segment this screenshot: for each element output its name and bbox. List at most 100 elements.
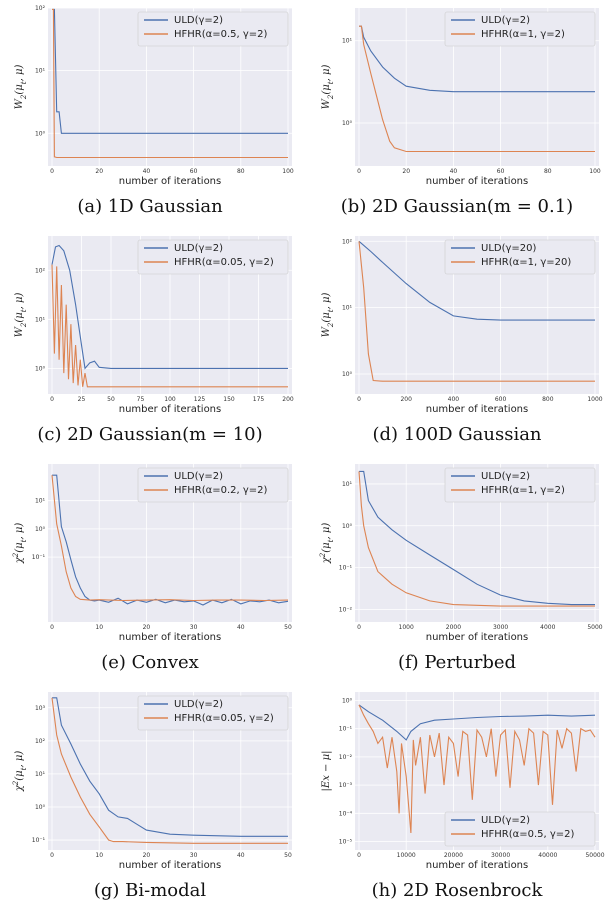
legend-label-2: HFHR(α=1, γ=20) <box>481 257 571 268</box>
y-tick-label: 10⁻² <box>339 754 353 761</box>
x-tick-label: 30000 <box>491 852 510 859</box>
y-tick-label: 10⁰ <box>342 371 353 378</box>
legend-label-1: ULD(γ=2) <box>174 471 223 482</box>
legend: ULD(γ=2) HFHR(α=0.05, γ=2) <box>137 239 289 275</box>
x-tick-label: 50000 <box>585 852 604 859</box>
legend-label-1: ULD(γ=2) <box>174 15 223 26</box>
series-line-2 <box>358 241 595 382</box>
series-line-1 <box>52 474 289 606</box>
y-tick-label: 10⁻³ <box>339 782 353 789</box>
panel-caption: (g) Bi-modal <box>93 880 207 901</box>
series-line-2 <box>359 25 595 153</box>
panel-caption: (c) 2D Gaussian(m = 10) <box>37 424 263 445</box>
chart-svg: 0 200 400 600 800 1000 10² 10¹ 10⁰ number of iter… <box>321 236 603 415</box>
y-tick-label: 10⁻² <box>339 606 353 613</box>
chart-panel-7: 0 10 20 30 40 50 10³ 10² 10¹ 10⁰ 10⁻¹ number of ite… <box>0 684 300 909</box>
x-tick-label: 4000 <box>540 624 555 631</box>
y-axis-label: W2(μt, μ) <box>14 65 28 110</box>
y-tick-label: 10⁰ <box>35 804 46 811</box>
series-line-1 <box>359 25 595 93</box>
x-tick-label: 175 <box>253 396 265 403</box>
legend-label-2: HFHR(α=0.5, γ=2) <box>481 829 575 840</box>
x-tick-label: 20 <box>143 624 151 631</box>
x-tick-label: 0 <box>357 396 361 403</box>
chart-svg: 0 20 40 60 80 100 10² 10¹ 10⁰ number of iteration… <box>14 5 294 187</box>
x-tick-label: 600 <box>495 396 507 403</box>
chart-panel-3: 0 25 50 75 100 125 150 175 200 10² 10¹ 10⁰ number of… <box>0 228 300 453</box>
x-tick-label: 40 <box>237 852 245 859</box>
legend-label-1: ULD(γ=2) <box>481 815 530 826</box>
panel-caption: (d) 100D Gaussian <box>372 424 542 445</box>
y-tick-label: 10¹ <box>35 771 46 778</box>
x-tick-label: 10 <box>95 852 103 859</box>
legend-label-2: HFHR(α=0.05, γ=2) <box>174 257 274 268</box>
x-tick-label: 80 <box>544 168 552 175</box>
x-tick-label: 1000 <box>587 396 602 403</box>
chart-svg: 0 10000 20000 30000 40000 50000 10⁰ 10⁻¹ 10⁻² 10⁻… <box>321 692 605 871</box>
legend-box <box>444 239 596 275</box>
legend: ULD(γ=20) HFHR(α=1, γ=20) <box>444 239 596 275</box>
x-tick-label: 0 <box>50 168 54 175</box>
x-axis-label: number of iterations <box>426 404 528 415</box>
y-tick-label: 10⁻¹ <box>32 837 46 844</box>
chart-svg: 0 25 50 75 100 125 150 175 200 10² 10¹ 10⁰ number of… <box>14 236 294 415</box>
series-line-1 <box>52 8 288 134</box>
chart-svg: 0 10 20 30 40 50 10¹ 10⁰ 10⁻¹ number of iteration… <box>12 464 292 643</box>
y-tick-label: 10¹ <box>35 316 46 323</box>
y-tick-label: 10⁻¹ <box>32 554 46 561</box>
legend-label-1: ULD(γ=2) <box>174 243 223 254</box>
x-tick-label: 25 <box>78 396 86 403</box>
x-tick-label: 0 <box>50 396 54 403</box>
x-tick-label: 40 <box>143 168 151 175</box>
legend-label-2: HFHR(α=0.5, γ=2) <box>174 29 268 40</box>
y-tick-label: 10¹ <box>342 38 353 45</box>
x-axis-label: number of iterations <box>119 404 221 415</box>
y-tick-label: 10² <box>35 5 46 12</box>
y-tick-label: 10⁻¹ <box>339 565 353 572</box>
y-axis-label: χ2(μt, μ) <box>12 751 28 793</box>
x-tick-label: 20 <box>402 168 410 175</box>
panel-caption: (b) 2D Gaussian(m = 0.1) <box>340 196 574 217</box>
x-tick-label: 80 <box>237 168 245 175</box>
x-axis-label: number of iterations <box>119 632 221 643</box>
x-axis-label: number of iterations <box>119 176 221 187</box>
y-tick-label: 10² <box>35 267 46 274</box>
chart-svg: 0 10 20 30 40 50 10³ 10² 10¹ 10⁰ 10⁻¹ number of ite… <box>12 692 292 871</box>
panel-caption: (h) 2D Rosenbrock <box>371 880 543 901</box>
y-tick-label: 10¹ <box>342 305 353 312</box>
legend: ULD(γ=2) HFHR(α=0.5, γ=2) <box>444 811 596 847</box>
x-axis-label: number of iterations <box>426 176 528 187</box>
series-line-1 <box>52 697 288 837</box>
x-axis-label: number of iterations <box>426 860 528 871</box>
x-tick-label: 100 <box>589 168 601 175</box>
x-tick-label: 5000 <box>587 624 602 631</box>
series-line-2 <box>51 697 288 844</box>
legend: ULD(γ=2) HFHR(α=1, γ=2) <box>444 11 596 47</box>
y-tick-label: 10⁻¹ <box>339 726 353 733</box>
y-axis-label: χ2(μt, μ) <box>319 523 335 565</box>
y-tick-label: 10⁰ <box>35 130 46 137</box>
x-tick-label: 40 <box>450 168 458 175</box>
x-tick-label: 20 <box>143 852 151 859</box>
x-tick-label: 150 <box>223 396 235 403</box>
series-line-2 <box>51 475 289 602</box>
legend-label-2: HFHR(α=0.2, γ=2) <box>174 485 268 496</box>
x-tick-label: 200 <box>400 396 412 403</box>
series-line-2 <box>358 704 596 834</box>
y-tick-label: 10⁰ <box>342 697 353 704</box>
chart-panel-1: 0 20 40 60 80 100 10² 10¹ 10⁰ number of iteration… <box>0 0 300 225</box>
chart-panel-4: 0 200 400 600 800 1000 10² 10¹ 10⁰ number of iter… <box>307 228 607 453</box>
x-tick-label: 60 <box>190 168 198 175</box>
y-axis-label: W2(μt, μ) <box>14 293 28 338</box>
y-tick-label: 10⁰ <box>342 120 353 127</box>
x-tick-label: 40000 <box>538 852 557 859</box>
x-tick-label: 40 <box>237 624 245 631</box>
legend: ULD(γ=2) HFHR(α=0.05, γ=2) <box>137 695 289 731</box>
x-tick-label: 100 <box>282 168 294 175</box>
y-tick-label: 10¹ <box>35 68 46 75</box>
x-tick-label: 2000 <box>446 624 461 631</box>
y-tick-label: 10⁰ <box>35 365 46 372</box>
y-tick-label: 10⁰ <box>35 526 46 533</box>
x-tick-label: 0 <box>357 168 361 175</box>
